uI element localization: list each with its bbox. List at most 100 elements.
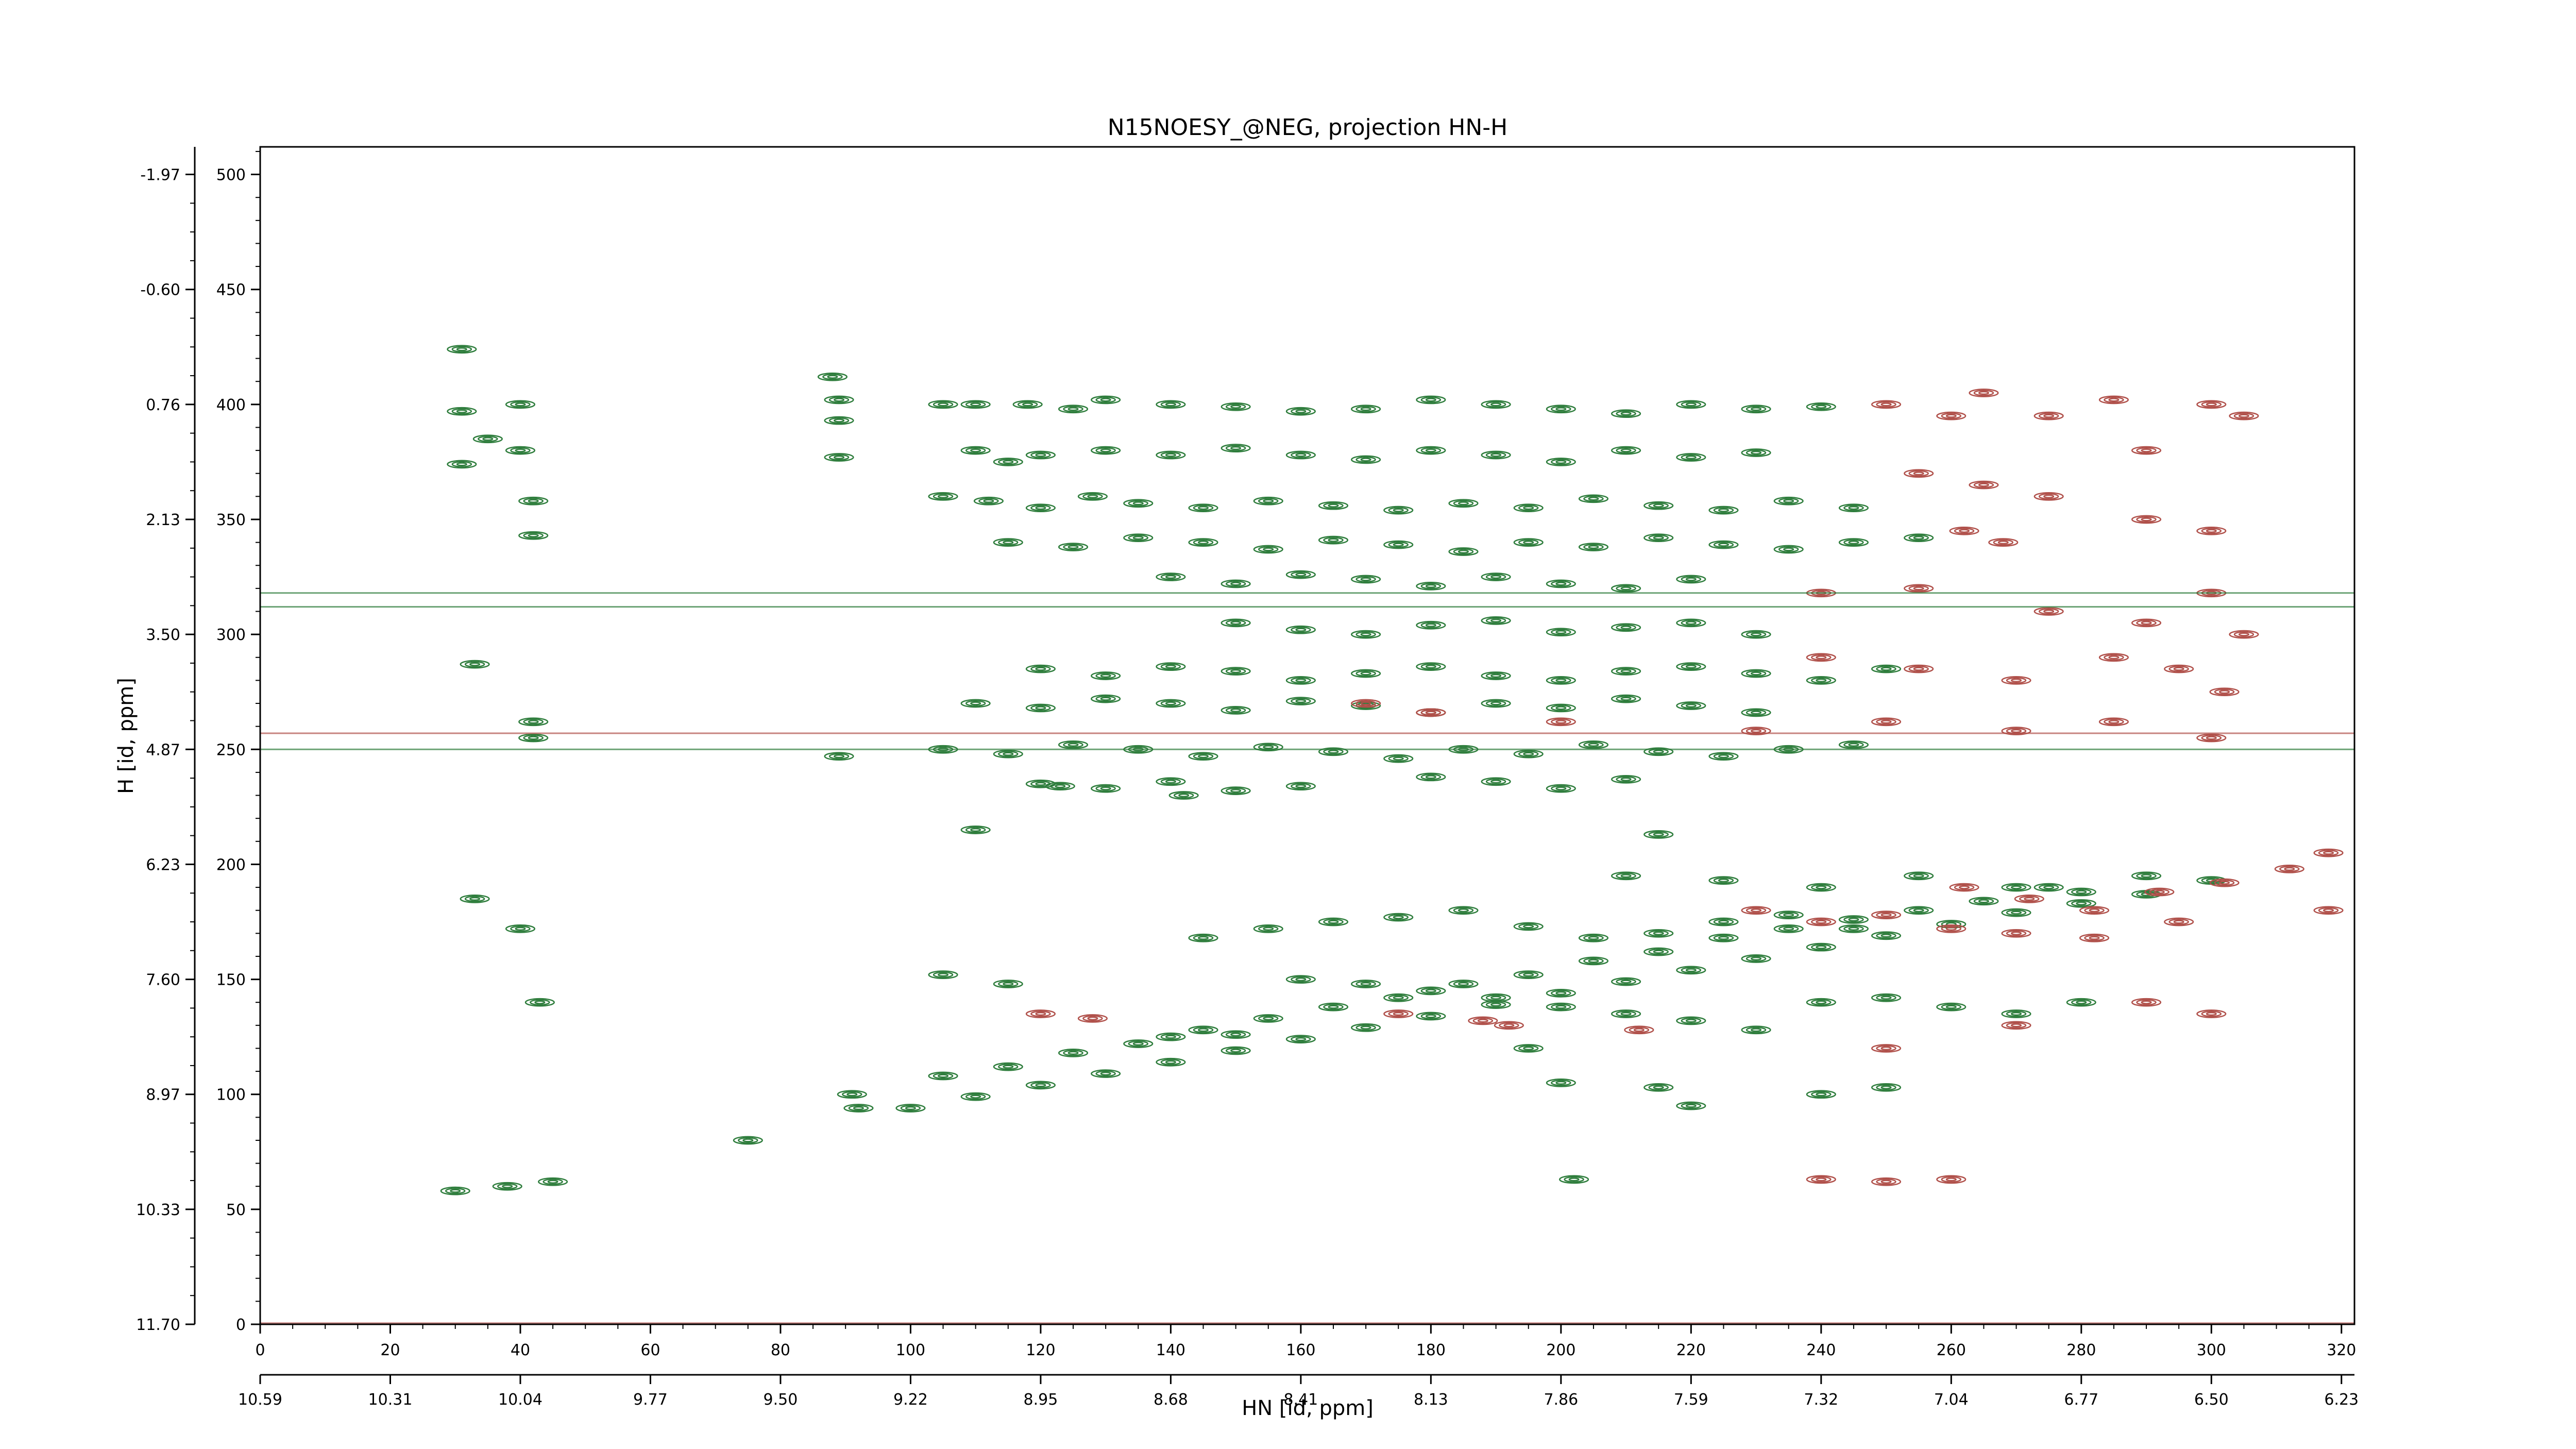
contour-peak <box>2033 411 2064 420</box>
contour-level <box>998 1064 1019 1070</box>
contour-level <box>1616 585 1636 592</box>
contour-level <box>1230 582 1242 586</box>
contour-peak <box>824 416 854 425</box>
contour-level <box>1611 774 1641 784</box>
contour-level <box>1546 405 1576 414</box>
contour-level <box>2141 1000 2152 1004</box>
contour-peak <box>973 496 1004 506</box>
contour-peak <box>1156 777 1186 786</box>
contour-peak <box>1351 1023 1381 1032</box>
contour-level <box>1165 402 1176 407</box>
contour-peak <box>928 400 958 409</box>
contour-level <box>1611 1009 1641 1018</box>
contour-level <box>1546 676 1576 685</box>
x-index-tick-label: 320 <box>2327 1341 2356 1359</box>
contour-level <box>2218 690 2230 694</box>
contour-level <box>1876 718 1896 725</box>
contour-level <box>1165 1035 1176 1039</box>
contour-level <box>2229 411 2259 420</box>
contour-level <box>1745 449 1767 456</box>
contour-level <box>1751 956 1762 961</box>
contour-peak <box>1156 572 1186 581</box>
contour-level <box>528 499 539 503</box>
contour-level <box>447 407 477 416</box>
contour-level <box>1936 1175 1967 1184</box>
contour-peak <box>518 496 549 506</box>
contour-level <box>1559 1175 1589 1184</box>
contour-level <box>2201 1010 2222 1017</box>
contour-peak <box>505 400 536 409</box>
contour-peak <box>1806 942 1836 952</box>
contour-level <box>1193 935 1214 941</box>
contour-level <box>2089 936 2100 940</box>
contour-level <box>1128 1040 1149 1047</box>
contour-peak <box>1416 772 1446 782</box>
contour-peak <box>1949 883 1979 892</box>
contour-level <box>2001 883 2031 892</box>
contour-level <box>965 401 986 408</box>
contour-level <box>960 400 991 409</box>
contour-peak <box>2196 400 2227 409</box>
contour-level <box>1745 670 1767 677</box>
contour-level <box>1022 402 1033 407</box>
contour-level <box>1643 830 1674 839</box>
contour-level <box>1816 1177 1827 1182</box>
contour-peak <box>1156 400 1186 409</box>
contour-level <box>497 1183 518 1190</box>
contour-level <box>1156 1032 1186 1041</box>
contour-level <box>1156 400 1186 409</box>
y-ppm-tick-label: 2.13 <box>146 511 180 529</box>
contour-level <box>1091 1069 1121 1078</box>
contour-peak <box>524 998 555 1007</box>
contour-level <box>1913 586 1924 591</box>
contour-level <box>1416 395 1446 405</box>
contour-level <box>2038 493 2059 500</box>
contour-level <box>1025 703 1056 713</box>
contour-level <box>1555 720 1567 724</box>
contour-level <box>965 700 986 707</box>
contour-level <box>1481 450 1511 460</box>
contour-level <box>1481 400 1511 409</box>
contour-level <box>447 460 477 469</box>
contour-level <box>1453 548 1474 555</box>
contour-level <box>1388 755 1409 762</box>
contour-level <box>1416 446 1446 455</box>
contour-level <box>1420 583 1442 589</box>
contour-level <box>1583 742 1604 748</box>
contour-level <box>1351 455 1381 464</box>
contour-level <box>1067 743 1079 747</box>
contour-peak <box>1253 924 1283 933</box>
contour-level <box>2010 885 2022 889</box>
contour-peak <box>1025 503 1056 513</box>
contour-level <box>1077 492 1108 501</box>
contour-level <box>1425 775 1436 779</box>
contour-level <box>518 717 549 727</box>
contour-level <box>900 1105 921 1111</box>
contour-level <box>1969 897 1999 906</box>
contour-level <box>1681 619 1702 626</box>
contour-level <box>1388 542 1409 548</box>
contour-level <box>478 435 498 442</box>
contour-peak <box>1838 915 1869 924</box>
contour-peak <box>1091 671 1121 680</box>
contour-level <box>824 453 854 462</box>
contour-peak <box>1546 405 1576 414</box>
contour-peak <box>1871 931 1902 940</box>
contour-level <box>1425 623 1436 627</box>
contour-level <box>1128 534 1149 541</box>
x-ppm-tick-label: 7.04 <box>1934 1391 1969 1409</box>
contour-peak <box>928 492 958 501</box>
contour-level <box>1351 980 1381 988</box>
contour-peak <box>1221 1046 1251 1055</box>
contour-level <box>834 418 845 423</box>
contour-level <box>1620 586 1632 591</box>
contour-peak <box>824 453 854 462</box>
x-index-tick-label: 260 <box>1937 1341 1966 1359</box>
contour-peak <box>1188 933 1218 942</box>
contour-peak <box>1741 630 1771 639</box>
contour-level <box>834 455 845 460</box>
contour-level <box>2071 900 2092 907</box>
contour-level <box>1941 1176 1962 1183</box>
